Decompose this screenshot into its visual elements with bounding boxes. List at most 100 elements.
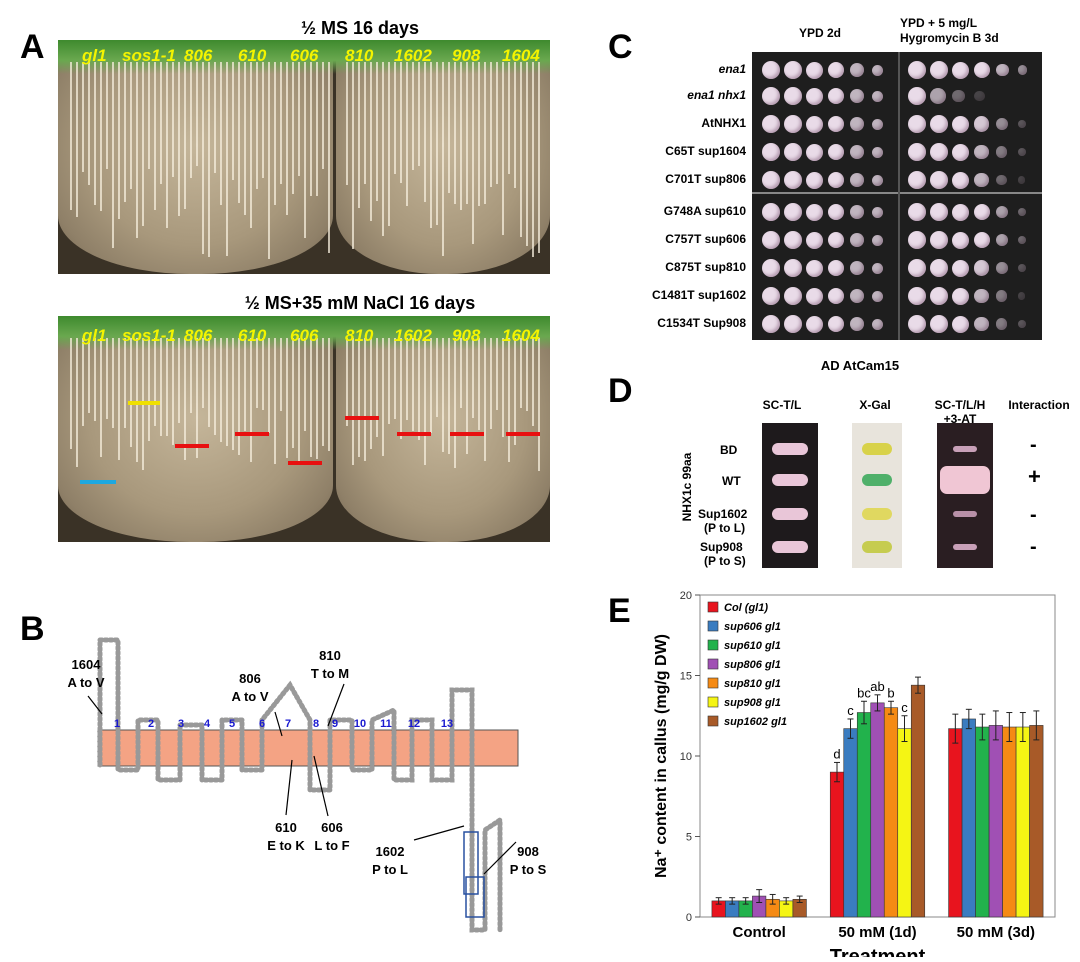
root <box>70 338 72 450</box>
tm-number: 3 <box>178 718 184 730</box>
y2h-spot <box>940 466 990 494</box>
yeast-spot-hyg <box>908 87 926 105</box>
root <box>100 62 102 212</box>
legend-label: sup610 gl1 <box>724 640 781 652</box>
root <box>304 62 306 238</box>
genotype-label: 806 <box>184 46 213 65</box>
significance-letter: d <box>833 746 840 761</box>
root <box>460 62 462 211</box>
root <box>292 338 294 449</box>
col-hyg-line1: YPD + 5 mg/L <box>900 16 978 30</box>
significance-letter: ab <box>870 679 884 694</box>
yeast-spot-ypd <box>784 171 802 189</box>
tm-number: 1 <box>114 718 120 730</box>
root <box>292 62 294 194</box>
root <box>394 338 396 420</box>
col-sc-tl: SC-T/L <box>762 398 802 412</box>
yeast-spot-hyg <box>908 315 926 333</box>
root <box>412 62 414 170</box>
root <box>118 338 120 460</box>
genotype-label: 606 <box>290 326 319 345</box>
root <box>274 62 276 206</box>
root <box>148 338 150 441</box>
yeast-spot-ypd <box>872 290 883 302</box>
significance-letter: b <box>887 685 894 700</box>
yeast-spot-ypd <box>762 171 780 189</box>
strain-label: G748A sup610 <box>663 204 746 218</box>
root <box>268 338 270 433</box>
root <box>526 62 528 246</box>
root <box>190 62 192 179</box>
root <box>268 62 270 259</box>
panel-d-side: NHX1c 99aa <box>680 452 694 522</box>
yeast-spot-hyg <box>908 115 926 133</box>
yeast-spot-hyg <box>974 260 990 276</box>
root <box>478 62 480 206</box>
root <box>172 62 174 177</box>
mut-606-id: 606 <box>321 820 343 835</box>
col-sc-tlh: SC-T/L/H <box>934 398 986 412</box>
row-sup908-sub: (P to S) <box>704 554 746 568</box>
yeast-spot-ypd <box>850 117 864 131</box>
root <box>400 62 402 184</box>
yeast-spot-hyg <box>930 259 948 277</box>
significance-letter: c <box>901 700 908 715</box>
root <box>154 62 156 211</box>
col-ypd2d: YPD 2d <box>798 26 841 40</box>
marker-red-606 <box>288 461 322 465</box>
yeast-spot-ypd <box>850 145 864 159</box>
x-tick-label: 50 mM (3d) <box>957 924 1035 941</box>
yeast-spot-hyg <box>996 146 1008 158</box>
yeast-spot-ypd <box>872 262 883 274</box>
yeast-spot-hyg <box>974 90 985 102</box>
mut-810-change: T to M <box>311 666 349 681</box>
col-hyg-line2: Hygromycin B 3d <box>900 31 999 45</box>
yeast-spot-ypd <box>872 234 883 246</box>
root <box>244 62 246 216</box>
root <box>322 338 324 447</box>
root <box>364 62 366 185</box>
yeast-spot-ypd <box>872 174 883 186</box>
yeast-spot-hyg <box>996 318 1008 330</box>
root <box>238 338 240 456</box>
bar <box>883 707 899 918</box>
yeast-spot-hyg <box>930 143 948 161</box>
tm-number: 2 <box>148 718 154 730</box>
root <box>250 338 252 463</box>
tm-number: 13 <box>441 718 453 730</box>
root <box>514 338 516 445</box>
yeast-spot-hyg <box>996 205 1009 219</box>
y-tick-label: 15 <box>680 671 692 683</box>
row-sup1602: Sup1602 <box>698 507 748 521</box>
root <box>178 62 180 217</box>
yeast-spot-ypd <box>828 88 844 104</box>
legend-label: Col (gl1) <box>724 602 768 614</box>
yeast-spot-hyg <box>908 61 926 79</box>
bar <box>988 725 1003 918</box>
yeast-spot-ypd <box>806 87 823 105</box>
yeast-spot-hyg <box>952 259 969 277</box>
root <box>310 338 312 458</box>
mut-1604-change: A to V <box>67 675 104 690</box>
yeast-spot-ypd <box>850 317 864 331</box>
root <box>196 62 198 166</box>
root <box>496 338 498 410</box>
yeast-spot-ypd <box>828 62 844 78</box>
yeast-spot-ypd <box>784 87 802 105</box>
root <box>298 338 300 464</box>
y2h-spot <box>772 474 808 486</box>
root <box>220 338 222 442</box>
root <box>226 62 228 256</box>
root <box>208 62 210 258</box>
genotype-label: 908 <box>452 326 481 345</box>
y2h-spot <box>953 544 977 550</box>
root <box>352 338 354 466</box>
yeast-spot-hyg <box>908 203 926 221</box>
legend-swatch <box>707 715 719 727</box>
root <box>538 62 540 253</box>
significance-letter: bc <box>857 685 871 700</box>
root <box>160 62 162 185</box>
genotype-label: 1602 <box>394 46 432 65</box>
yeast-spot-hyg <box>930 231 948 249</box>
root <box>430 338 432 434</box>
